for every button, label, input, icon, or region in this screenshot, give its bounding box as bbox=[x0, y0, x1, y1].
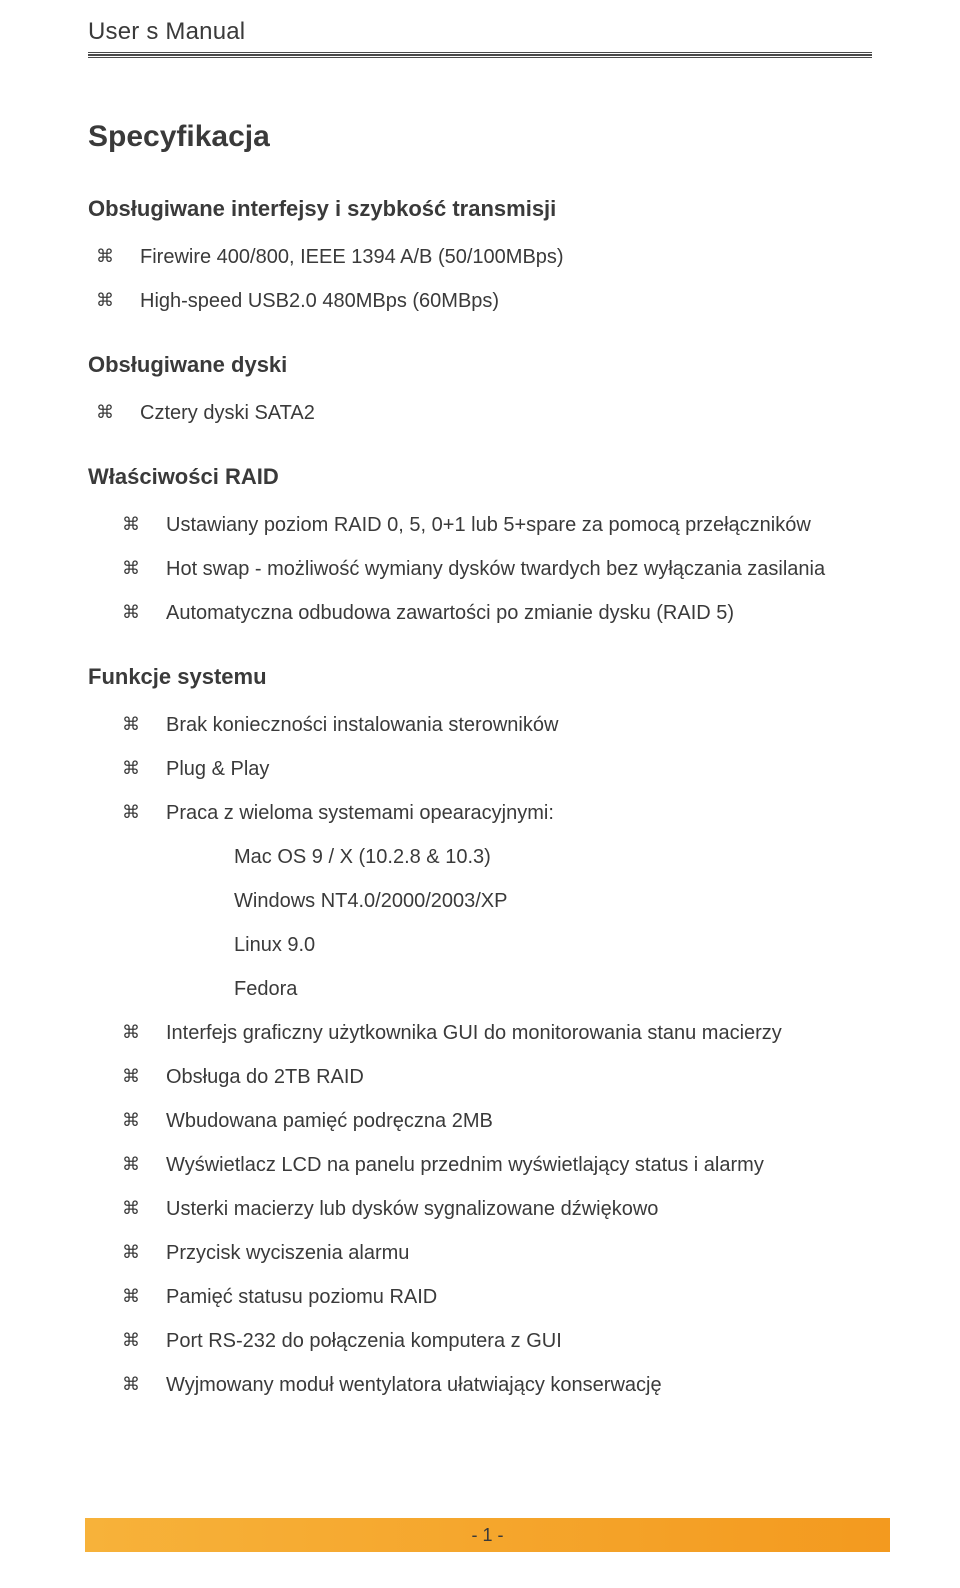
list-item-text: Usterki macierzy lub dysków sygnalizowan… bbox=[166, 1196, 658, 1222]
list-item-text: Ustawiany poziom RAID 0, 5, 0+1 lub 5+sp… bbox=[166, 512, 811, 538]
list-item-text: Wyświetlacz LCD na panelu przednim wyświ… bbox=[166, 1152, 764, 1178]
bullet-icon: ⌘ bbox=[122, 1064, 166, 1088]
list-item: ⌘Firewire 400/800, IEEE 1394 A/B (50/100… bbox=[88, 244, 872, 270]
list-item: ⌘Praca z wieloma systemami opearacyjnymi… bbox=[88, 800, 872, 826]
bullet-icon: ⌘ bbox=[96, 244, 140, 268]
bullet-icon: ⌘ bbox=[96, 288, 140, 312]
list-subitem: Mac OS 9 / X (10.2.8 & 10.3) bbox=[88, 844, 872, 870]
bullet-icon: ⌘ bbox=[122, 1020, 166, 1044]
bullet-icon: ⌘ bbox=[122, 1108, 166, 1132]
list-subitem: Fedora bbox=[88, 976, 872, 1002]
list-item-text: Automatyczna odbudowa zawartości po zmia… bbox=[166, 600, 734, 626]
header-rule-inner bbox=[88, 54, 872, 56]
list-item: ⌘Wbudowana pamięć podręczna 2MB bbox=[88, 1108, 872, 1134]
list-item: ⌘Port RS-232 do połączenia komputera z G… bbox=[88, 1328, 872, 1354]
section-gap bbox=[88, 644, 872, 664]
list-item-text: Przycisk wyciszenia alarmu bbox=[166, 1240, 409, 1266]
list-item-text: High-speed USB2.0 480MBps (60MBps) bbox=[140, 288, 499, 314]
list-item: ⌘Przycisk wyciszenia alarmu bbox=[88, 1240, 872, 1266]
bullet-icon: ⌘ bbox=[122, 512, 166, 536]
section-gap bbox=[88, 332, 872, 352]
list-item: ⌘Ustawiany poziom RAID 0, 5, 0+1 lub 5+s… bbox=[88, 512, 872, 538]
list-item-text: Pamięć statusu poziomu RAID bbox=[166, 1284, 437, 1310]
bullet-icon: ⌘ bbox=[122, 1196, 166, 1220]
footer-bar: - 1 - bbox=[85, 1518, 890, 1552]
list-item-text: Brak konieczności instalowania sterownik… bbox=[166, 712, 558, 738]
section-heading: Obsługiwane interfejsy i szybkość transm… bbox=[88, 196, 872, 222]
list-item: ⌘Wyświetlacz LCD na panelu przednim wyśw… bbox=[88, 1152, 872, 1178]
section-gap bbox=[88, 1416, 872, 1436]
header-title: User s Manual bbox=[88, 18, 872, 46]
bullet-icon: ⌘ bbox=[122, 1328, 166, 1352]
list-subitem: Windows NT4.0/2000/2003/XP bbox=[88, 888, 872, 914]
list-item: ⌘Interfejs graficzny użytkownika GUI do … bbox=[88, 1020, 872, 1046]
list-item: ⌘Hot swap - możliwość wymiany dysków twa… bbox=[88, 556, 872, 582]
list-item: ⌘Brak konieczności instalowania sterowni… bbox=[88, 712, 872, 738]
bullet-icon: ⌘ bbox=[122, 1152, 166, 1176]
header-rule bbox=[88, 52, 872, 58]
section-heading: Funkcje systemu bbox=[88, 664, 872, 690]
list-item-text: Wbudowana pamięć podręczna 2MB bbox=[166, 1108, 493, 1134]
bullet-icon: ⌘ bbox=[122, 800, 166, 824]
list-item-text: Obsługa do 2TB RAID bbox=[166, 1064, 364, 1090]
page: User s Manual Specyfikacja Obsługiwane i… bbox=[0, 0, 960, 1436]
list-item: ⌘Automatyczna odbudowa zawartości po zmi… bbox=[88, 600, 872, 626]
list-item: ⌘High-speed USB2.0 480MBps (60MBps) bbox=[88, 288, 872, 314]
bullet-icon: ⌘ bbox=[122, 1284, 166, 1308]
section-gap bbox=[88, 444, 872, 464]
list-item: ⌘Obsługa do 2TB RAID bbox=[88, 1064, 872, 1090]
list-subitem: Linux 9.0 bbox=[88, 932, 872, 958]
list-item-text: Hot swap - możliwość wymiany dysków twar… bbox=[166, 556, 825, 582]
bullet-icon: ⌘ bbox=[96, 400, 140, 424]
list-item-text: Port RS-232 do połączenia komputera z GU… bbox=[166, 1328, 562, 1354]
list-item: ⌘Usterki macierzy lub dysków sygnalizowa… bbox=[88, 1196, 872, 1222]
bullet-icon: ⌘ bbox=[122, 756, 166, 780]
page-number: - 1 - bbox=[471, 1525, 503, 1546]
section-heading: Obsługiwane dyski bbox=[88, 352, 872, 378]
section-heading: Właściwości RAID bbox=[88, 464, 872, 490]
page-title: Specyfikacja bbox=[88, 120, 872, 154]
list-item: ⌘Plug & Play bbox=[88, 756, 872, 782]
list-item-text: Cztery dyski SATA2 bbox=[140, 400, 315, 426]
list-item: ⌘Wyjmowany moduł wentylatora ułatwiający… bbox=[88, 1372, 872, 1398]
bullet-icon: ⌘ bbox=[122, 1240, 166, 1264]
list-item-text: Praca z wieloma systemami opearacyjnymi: bbox=[166, 800, 554, 826]
bullet-icon: ⌘ bbox=[122, 600, 166, 624]
list-item-text: Plug & Play bbox=[166, 756, 269, 782]
bullet-icon: ⌘ bbox=[122, 1372, 166, 1396]
list-item-text: Firewire 400/800, IEEE 1394 A/B (50/100M… bbox=[140, 244, 564, 270]
content-sections: Obsługiwane interfejsy i szybkość transm… bbox=[88, 196, 872, 1436]
list-item-text: Interfejs graficzny użytkownika GUI do m… bbox=[166, 1020, 782, 1046]
bullet-icon: ⌘ bbox=[122, 556, 166, 580]
list-item: ⌘Cztery dyski SATA2 bbox=[88, 400, 872, 426]
list-item-text: Wyjmowany moduł wentylatora ułatwiający … bbox=[166, 1372, 662, 1398]
bullet-icon: ⌘ bbox=[122, 712, 166, 736]
list-item: ⌘Pamięć statusu poziomu RAID bbox=[88, 1284, 872, 1310]
